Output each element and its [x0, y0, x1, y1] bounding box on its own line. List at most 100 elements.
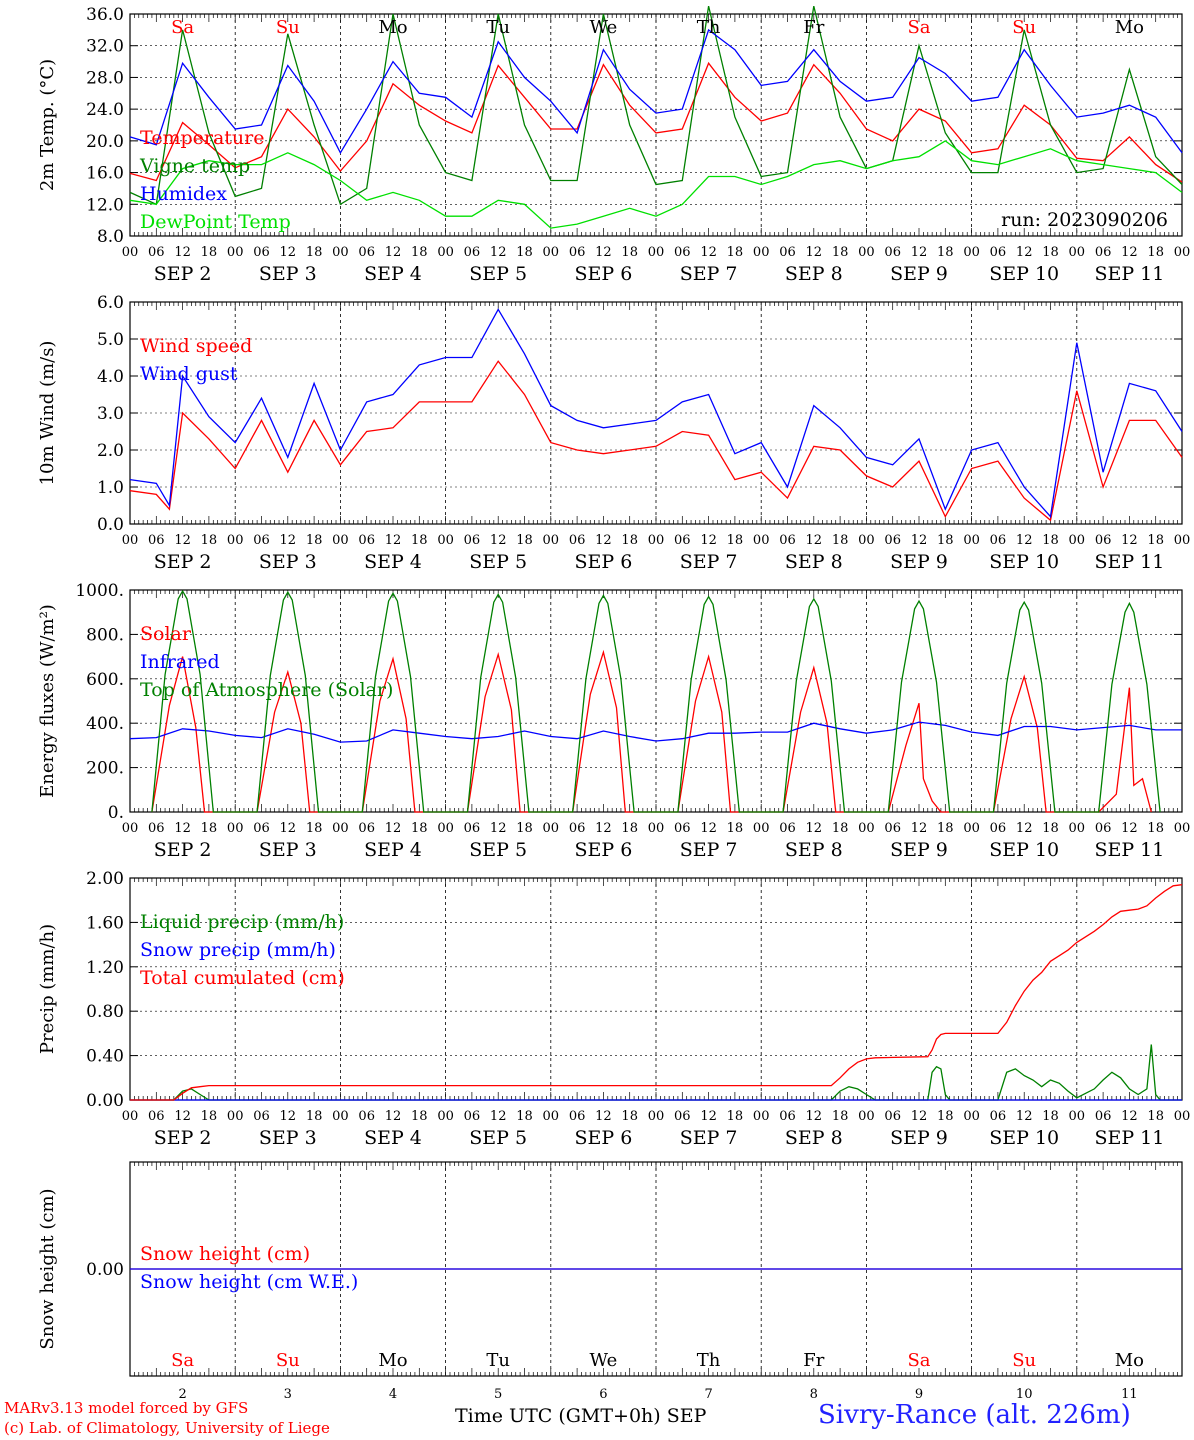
legend-entry: Vigne temp — [139, 155, 250, 177]
date-label: SEP 7 — [680, 839, 738, 861]
y-tick-label: 32.0 — [86, 37, 124, 57]
y-tick-label: 20.0 — [86, 132, 124, 152]
hour-label: 12 — [700, 245, 717, 260]
hour-label: 00 — [437, 1109, 454, 1124]
date-label: SEP 4 — [364, 551, 422, 573]
hour-label: 06 — [464, 533, 481, 548]
hour-label: 12 — [1121, 821, 1138, 836]
day-number-label: 6 — [599, 1387, 607, 1402]
hour-label: 06 — [884, 1109, 901, 1124]
date-label: SEP 7 — [680, 1127, 738, 1149]
legend-entry: DewPoint Temp — [140, 211, 291, 233]
hour-label: 06 — [1095, 245, 1112, 260]
hour-label: 00 — [332, 1109, 349, 1124]
station-title: Sivry-Rance (alt. 226m) — [818, 1400, 1131, 1430]
hour-label: 18 — [621, 533, 638, 548]
date-label: SEP 11 — [1094, 839, 1164, 861]
hour-label: 18 — [621, 821, 638, 836]
series-line-temp-2 — [129, 28, 1183, 155]
hour-label: 12 — [700, 821, 717, 836]
hour-label: 18 — [516, 821, 533, 836]
hour-label: 06 — [779, 245, 796, 260]
legend-entry: Snow height (cm W.E.) — [140, 1271, 358, 1293]
weekday-label: Th — [697, 1350, 721, 1371]
hour-label: 00 — [1174, 533, 1191, 548]
day-number-label: 9 — [915, 1387, 923, 1402]
hour-label: 00 — [543, 821, 560, 836]
hour-label: 12 — [595, 1109, 612, 1124]
date-label: SEP 3 — [259, 263, 317, 285]
hour-label: 06 — [569, 533, 586, 548]
hour-label: 18 — [201, 533, 218, 548]
hour-label: 00 — [227, 533, 244, 548]
hour-label: 18 — [201, 1109, 218, 1124]
hour-label: 00 — [1069, 1109, 1086, 1124]
hour-label: 12 — [595, 821, 612, 836]
hour-label: 18 — [832, 533, 849, 548]
weekday-label: Su — [1012, 17, 1036, 38]
date-label: SEP 4 — [364, 263, 422, 285]
hour-label: 18 — [516, 245, 533, 260]
series-line-energy-0 — [151, 649, 1152, 813]
hour-label: 06 — [569, 821, 586, 836]
hour-label: 00 — [963, 533, 980, 548]
legend-entry: Liquid precip (mm/h) — [140, 911, 344, 933]
hour-label: 06 — [779, 821, 796, 836]
hour-label: 12 — [700, 1109, 717, 1124]
y-tick-label: 6.0 — [97, 293, 124, 313]
y-tick-label: 2.0 — [97, 441, 124, 461]
hour-label: 12 — [385, 1109, 402, 1124]
series-line-temp-1 — [129, 5, 1183, 206]
hour-label: 18 — [306, 1109, 323, 1124]
hour-label: 06 — [358, 821, 375, 836]
y-tick-label: 1.20 — [86, 958, 124, 978]
hour-label: 18 — [727, 533, 744, 548]
hour-label: 18 — [201, 821, 218, 836]
hour-label: 12 — [385, 245, 402, 260]
y-tick-label: 4.0 — [97, 367, 124, 387]
hour-label: 12 — [174, 821, 191, 836]
legend-entry: Solar — [140, 623, 192, 645]
y-tick-label: 12.0 — [86, 195, 124, 215]
hour-label: 00 — [122, 1109, 139, 1124]
hour-label: 00 — [227, 821, 244, 836]
y-tick-label: 3.0 — [97, 404, 124, 424]
date-label: SEP 8 — [785, 263, 843, 285]
day-number-label: 8 — [810, 1387, 818, 1402]
weekday-label: Sa — [907, 17, 930, 38]
hour-label: 18 — [832, 245, 849, 260]
hour-label: 00 — [648, 533, 665, 548]
hour-label: 12 — [490, 821, 507, 836]
weekday-label: Su — [1012, 1350, 1036, 1371]
weekday-label: Sa — [171, 17, 194, 38]
day-number-label: 5 — [494, 1387, 502, 1402]
y-tick-label: 2.00 — [86, 869, 124, 889]
y-tick-label: 16.0 — [86, 164, 124, 184]
hour-label: 06 — [148, 245, 165, 260]
hour-label: 06 — [990, 533, 1007, 548]
y-axis-label: 10m Wind (m/s) — [37, 341, 58, 486]
hour-label: 06 — [358, 533, 375, 548]
hour-label: 18 — [201, 245, 218, 260]
hour-label: 06 — [253, 1109, 270, 1124]
hour-label: 06 — [779, 533, 796, 548]
hour-label: 06 — [1095, 533, 1112, 548]
hour-label: 06 — [464, 245, 481, 260]
hour-label: 12 — [1016, 533, 1033, 548]
hour-label: 12 — [490, 1109, 507, 1124]
hour-label: 12 — [1016, 245, 1033, 260]
hour-label: 12 — [595, 533, 612, 548]
y-tick-label: 5.0 — [97, 330, 124, 350]
date-label: SEP 11 — [1094, 263, 1164, 285]
hour-label: 00 — [122, 821, 139, 836]
date-label: SEP 6 — [574, 263, 632, 285]
hour-label: 00 — [858, 533, 875, 548]
hour-label: 06 — [464, 821, 481, 836]
hour-label: 12 — [700, 533, 717, 548]
y-tick-label: 36.0 — [86, 5, 124, 25]
hour-label: 06 — [148, 1109, 165, 1124]
hour-label: 06 — [884, 245, 901, 260]
hour-label: 18 — [516, 1109, 533, 1124]
y-tick-label: 800. — [86, 625, 124, 645]
